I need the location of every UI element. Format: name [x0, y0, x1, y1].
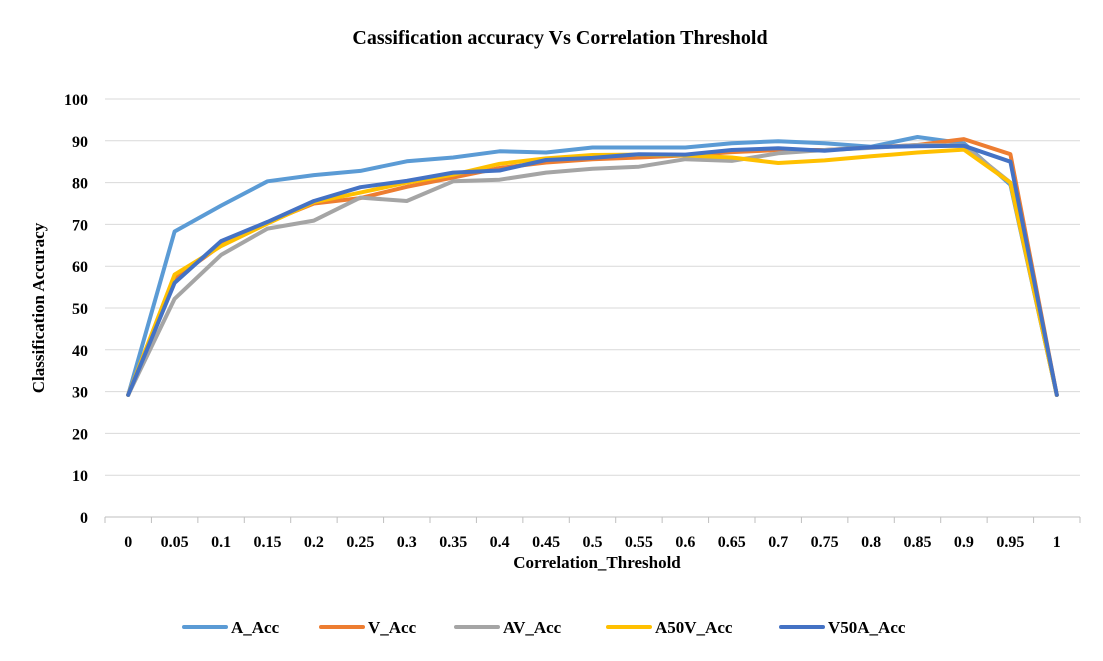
axes: 0 10 20 30 40 50 60 70 80 90 100 0 0.05 0.1 0.15 0.2 0.2… — [64, 92, 1081, 551]
x-tick-label: 0.5 — [583, 534, 603, 551]
y-tick-label: 0 — [80, 510, 88, 527]
y-axis-title: Classification Accuracy — [29, 222, 48, 393]
chart-title: Cassification accuracy Vs Correlation Th… — [352, 27, 767, 49]
y-tick-label: 60 — [72, 259, 88, 276]
x-tick-label: 0 — [124, 534, 132, 551]
x-tick-label: 0.2 — [304, 534, 324, 551]
legend-label: A50V_Acc — [655, 618, 733, 637]
x-tick-label: 1 — [1053, 534, 1061, 551]
x-tick-label: 0.45 — [532, 534, 560, 551]
x-tick-label: 0.7 — [768, 534, 788, 551]
legend-item: A_Acc — [182, 618, 280, 637]
series-line-a-acc — [126, 135, 1059, 397]
legend-item: V_Acc — [319, 618, 417, 637]
x-tick-label: 0.1 — [211, 534, 231, 551]
x-tick-label: 0.9 — [954, 534, 974, 551]
x-axis-title: Correlation_Threshold — [513, 553, 681, 572]
x-tick-label: 0.6 — [675, 534, 695, 551]
legend-label: A_Acc — [231, 618, 280, 637]
y-tick-label: 40 — [72, 343, 88, 360]
y-tick-label: 50 — [72, 301, 88, 318]
series-line-a50v-acc — [126, 147, 1059, 397]
legend-item: V50A_Acc — [779, 618, 906, 637]
x-tick-label: 0.35 — [439, 534, 467, 551]
series-line-v50a-acc — [126, 143, 1059, 397]
legend: A_Acc V_Acc AV_Acc A50V_Acc V50A_Acc — [182, 618, 906, 637]
y-tick-label: 100 — [64, 92, 88, 109]
x-tick-label: 0.85 — [904, 534, 932, 551]
x-tick-label: 0.95 — [996, 534, 1024, 551]
legend-label: AV_Acc — [503, 618, 562, 637]
x-tick-label: 0.25 — [346, 534, 374, 551]
x-tick-label: 0.8 — [861, 534, 881, 551]
x-tick-label: 0.15 — [254, 534, 282, 551]
legend-item: AV_Acc — [454, 618, 562, 637]
y-tick-label: 20 — [72, 426, 88, 443]
y-tick-label: 70 — [72, 217, 88, 234]
series-lines — [126, 135, 1059, 397]
x-tick-label: 0.3 — [397, 534, 417, 551]
y-tick-label: 80 — [72, 176, 88, 193]
x-tick-label: 0.05 — [161, 534, 189, 551]
legend-label: V50A_Acc — [828, 618, 906, 637]
x-tick-label: 0.4 — [490, 534, 510, 551]
legend-item: A50V_Acc — [606, 618, 733, 637]
y-tick-label: 90 — [72, 134, 88, 151]
y-tick-label: 30 — [72, 385, 88, 402]
x-tick-label: 0.75 — [811, 534, 839, 551]
y-tick-label: 10 — [72, 468, 88, 485]
legend-label: V_Acc — [368, 618, 417, 637]
x-tick-label: 0.65 — [718, 534, 746, 551]
x-tick-label: 0.55 — [625, 534, 653, 551]
series-line-v-acc — [126, 137, 1059, 397]
